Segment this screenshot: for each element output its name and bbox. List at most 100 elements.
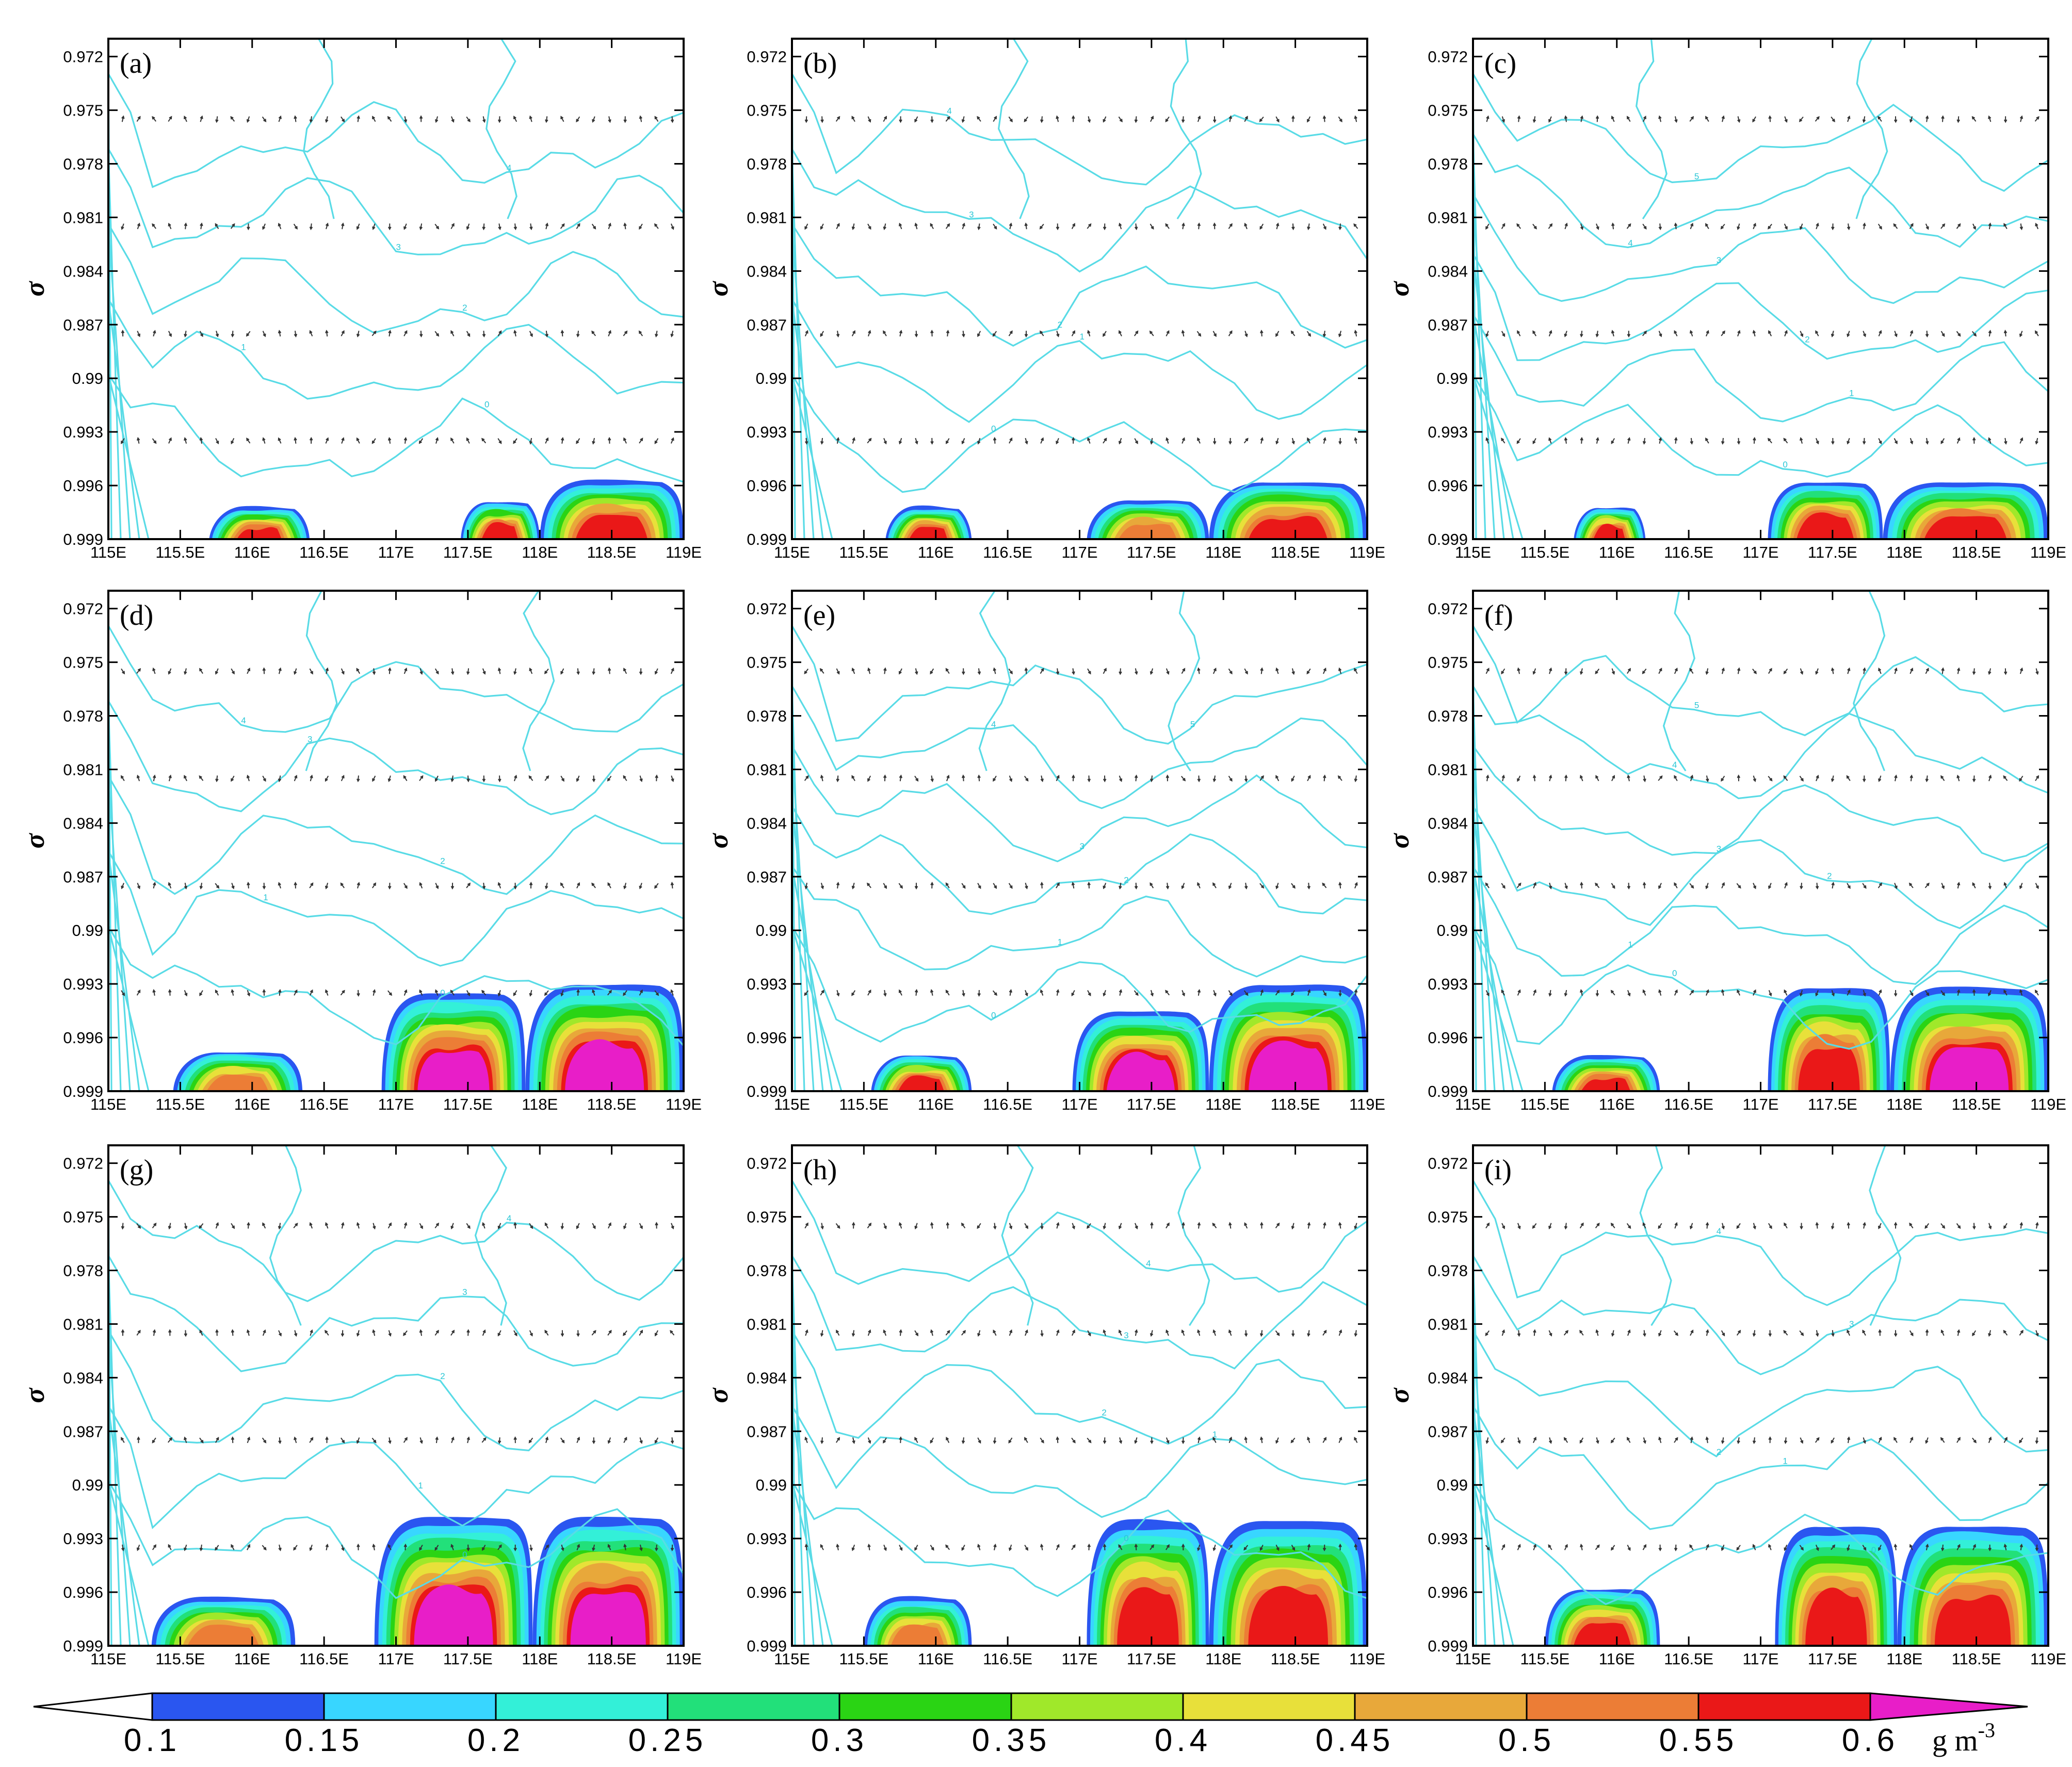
y-tick-label: 0.999 [747,1637,787,1655]
wind-vector [1501,331,1506,337]
wind-vector [387,775,391,783]
wind-vector [1642,1544,1646,1550]
wind-vector [607,1330,612,1336]
contour-line [1474,193,2047,538]
wind-vector [1595,115,1599,122]
wind-vector [1307,116,1311,123]
wind-vector [883,330,887,336]
wind-vector [1291,775,1295,782]
wind-vector [1040,116,1044,123]
wind-vector [1228,330,1233,336]
wind-vector [961,1330,966,1336]
wind-vector [513,1222,517,1229]
wind-vector [1166,1329,1169,1336]
wind-vector [1322,331,1326,338]
wind-vector [121,883,124,889]
wind-vector [1611,883,1615,889]
wind-vector [262,1222,266,1229]
wind-vector [1291,1545,1296,1551]
wind-vector [1847,1436,1851,1444]
wind-vector [1025,990,1028,997]
wind-vector [1307,1543,1311,1551]
y-tick-label: 0.996 [63,477,103,495]
wind-vector [1500,1437,1506,1444]
y-tick-label: 0.996 [1428,1583,1468,1601]
wind-vector [372,116,376,122]
wind-vector [1103,437,1107,444]
y-axis-label: σ [1384,281,1415,297]
wind-vector [1087,223,1092,229]
panels-layer: 432100.9720.9750.9780.9810.9840.9870.990… [19,38,2066,1668]
wind-vector [513,1330,517,1337]
wind-vector [1894,883,1898,889]
y-tick-label: 0.99 [1437,921,1468,939]
wind-vector [1972,1437,1977,1444]
wind-vector [1706,330,1709,337]
wind-vector [1674,116,1678,123]
wind-vector [1275,116,1280,123]
contour-line [474,1146,507,1326]
contour-label: 3 [1717,844,1721,854]
wind-vector [591,330,596,336]
wind-vector [1799,116,1804,122]
wind-vector [1658,883,1662,889]
contour-label: 1 [1080,332,1084,342]
wind-vector [1909,330,1914,337]
concentration-band [1805,1587,1867,1645]
contour-line [1474,314,2047,538]
wind-vector [1580,115,1584,122]
wind-vector [136,774,140,782]
wind-vector [230,116,235,122]
wind-vector [199,668,203,674]
wind-vector [836,990,840,997]
wind-vector [1721,775,1725,782]
wind-vector [1532,774,1536,782]
wind-vector [1150,1330,1154,1337]
wind-vector [1721,1544,1725,1551]
wind-vector [836,882,840,889]
wind-vector [2019,1330,2024,1336]
wind-vector [654,1437,659,1444]
wind-vector [1024,667,1028,674]
wind-vector [387,1222,392,1229]
contour-label: 2 [1717,1447,1721,1457]
wind-vector [1862,437,1866,445]
wind-vector [1354,437,1357,444]
wind-vector [576,988,580,996]
wind-vector [1940,775,1945,781]
wind-vector [883,1329,887,1336]
wind-vector [1306,331,1312,337]
wind-vector [1228,883,1232,889]
wind-vector [1150,223,1154,230]
wind-vector [450,223,455,230]
wind-vector [899,1436,902,1444]
y-tick-label: 0.984 [63,262,103,280]
wind-vector [544,1544,549,1550]
x-tick-label: 117E [378,1095,414,1113]
wind-vector [1972,988,1976,996]
wind-vector [387,990,393,996]
wind-vector [309,116,313,123]
wind-vector [419,1223,423,1229]
wind-vector [1972,668,1976,675]
wind-vector [544,990,549,996]
contour-line [1636,40,1668,220]
wind-vector [1689,1544,1694,1550]
wind-vector [1721,1437,1725,1445]
wind-vector [1941,115,1945,122]
wind-vector [1627,668,1631,674]
wind-vector [325,1436,329,1444]
wind-vector [1072,668,1075,675]
concentration-band [1581,1077,1630,1090]
wind-vector [1689,990,1694,996]
wind-vector [866,882,871,888]
contour-label: 3 [462,1287,467,1297]
wind-vector [607,1437,611,1444]
wind-vector [1485,223,1490,230]
wind-vector [1244,1330,1248,1337]
wind-vector [1846,775,1851,781]
contour-line [1474,686,2047,1090]
